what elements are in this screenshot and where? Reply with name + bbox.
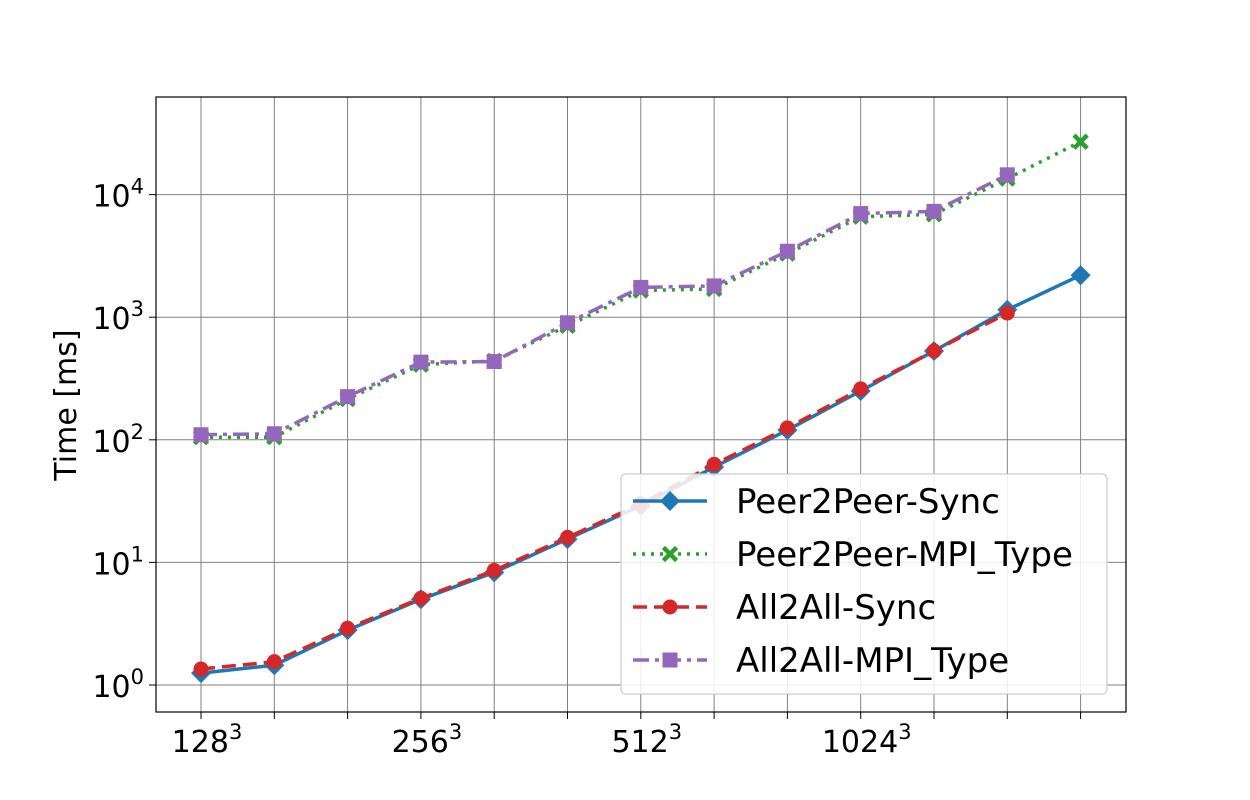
x-tick-label: 1283 <box>172 720 243 760</box>
axis-ticks: 100 101 102 103 104 1283 2563 5123 10243 <box>92 175 1082 760</box>
data-point <box>340 389 356 405</box>
y-axis-label: Time [ms] <box>49 329 84 481</box>
legend-label: All2All-MPI_Type <box>736 641 1009 681</box>
data-point <box>999 305 1015 321</box>
data-point <box>853 381 869 397</box>
x-tick-label: 5123 <box>611 720 682 760</box>
data-point <box>486 562 502 578</box>
data-point <box>193 427 209 443</box>
legend-box <box>620 473 1108 695</box>
data-point <box>413 590 429 606</box>
data-point <box>660 491 680 511</box>
data-point <box>662 599 678 615</box>
data-point <box>340 620 356 636</box>
data-point <box>661 545 679 563</box>
legend-label: Peer2Peer-Sync <box>736 482 1000 522</box>
data-point <box>662 652 678 668</box>
data-point <box>999 167 1015 183</box>
data-point <box>560 529 575 545</box>
legend-label: All2All-Sync <box>736 588 936 628</box>
legend: Peer2Peer-Sync Peer2Peer-MPI_Type All2All-… <box>620 473 1108 695</box>
data-point <box>413 354 429 370</box>
data-point <box>853 206 869 222</box>
data-point <box>560 315 575 331</box>
legend-label: Peer2Peer-MPI_Type <box>736 535 1073 575</box>
series-line <box>200 311 1009 671</box>
series-lines <box>191 133 1091 684</box>
data-point <box>706 456 722 472</box>
data-point <box>486 354 502 370</box>
legend-item: Peer2Peer-Sync <box>633 482 1000 522</box>
y-tick-label: 101 <box>92 542 144 582</box>
data-point <box>1072 133 1089 150</box>
data-point <box>926 343 942 359</box>
x-tick-label: 10243 <box>822 720 912 760</box>
legend-item: All2All-Sync <box>633 588 936 628</box>
data-point <box>779 420 795 436</box>
data-point <box>706 278 722 294</box>
y-tick-label: 102 <box>92 420 144 460</box>
data-point <box>266 426 282 442</box>
data-point <box>193 661 209 677</box>
data-point <box>779 243 795 259</box>
series-line <box>200 173 1009 437</box>
data-point <box>266 654 282 670</box>
series-all2all-mpi-type <box>193 167 1015 443</box>
y-tick-label: 100 <box>92 665 144 705</box>
x-tick-label: 2563 <box>392 720 463 760</box>
legend-item: All2All-MPI_Type <box>633 641 1009 681</box>
legend-item: Peer2Peer-MPI_Type <box>633 535 1073 575</box>
data-point <box>1070 265 1091 286</box>
y-tick-label: 104 <box>92 175 144 215</box>
data-point <box>926 203 942 219</box>
y-tick-label: 103 <box>92 297 144 337</box>
data-point <box>633 279 649 295</box>
